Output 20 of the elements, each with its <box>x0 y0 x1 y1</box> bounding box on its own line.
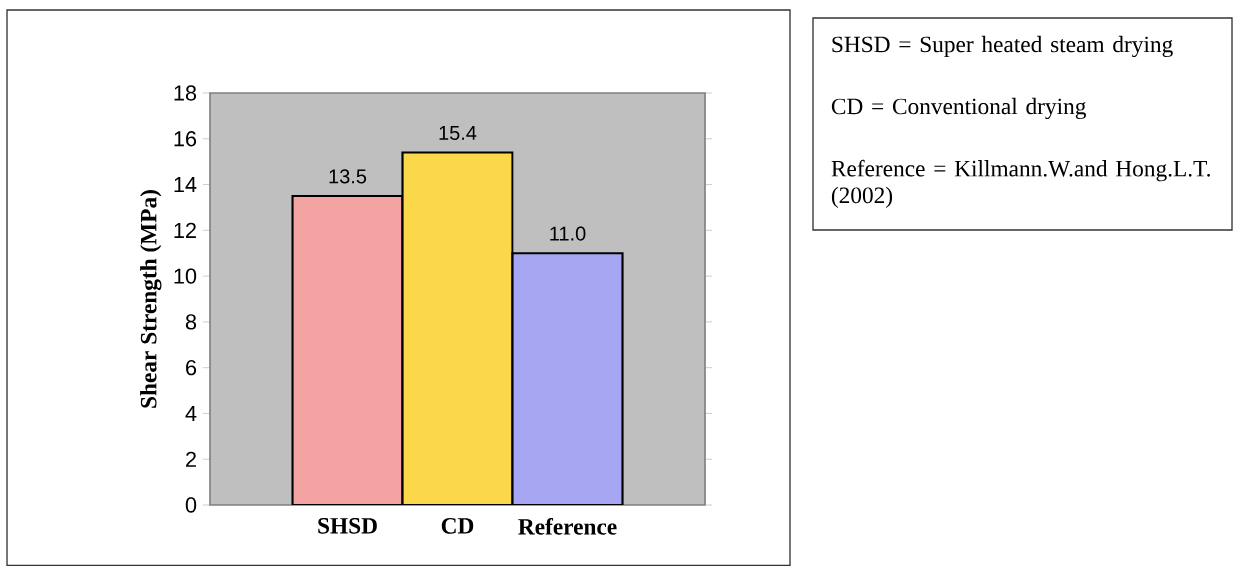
text: SHSD = Super heated steam drying <box>832 35 1173 58</box>
y-tick-label: 2 <box>186 451 196 467</box>
y-tick-label: 16 <box>174 131 197 147</box>
text: Reference = Killmann.W.and Hong.L.T. (2002) <box>831 159 1210 208</box>
y-tick-label: 0 <box>185 497 197 513</box>
y-tick-label: 8 <box>185 314 197 330</box>
y-tick-label: 4 <box>185 405 197 421</box>
y-tick-label: 6 <box>186 359 197 376</box>
x-tick-label: SHSD <box>318 518 377 534</box>
data-label: 15.4 <box>439 126 477 140</box>
text: CD = Conventional drying <box>831 97 1086 120</box>
y-tick-label: 10 <box>174 268 197 284</box>
y-tick-label: 14 <box>174 177 197 193</box>
data-label: 11.0 <box>550 226 586 241</box>
y-tick-label: 12 <box>174 222 196 238</box>
x-tick-label: Reference <box>518 517 617 535</box>
y-tick-label: 18 <box>174 85 197 101</box>
x-tick-label: CD <box>441 518 474 534</box>
data-label: 13.5 <box>329 169 367 184</box>
y-axis-title: Shear Strength (MPa) <box>140 190 162 408</box>
